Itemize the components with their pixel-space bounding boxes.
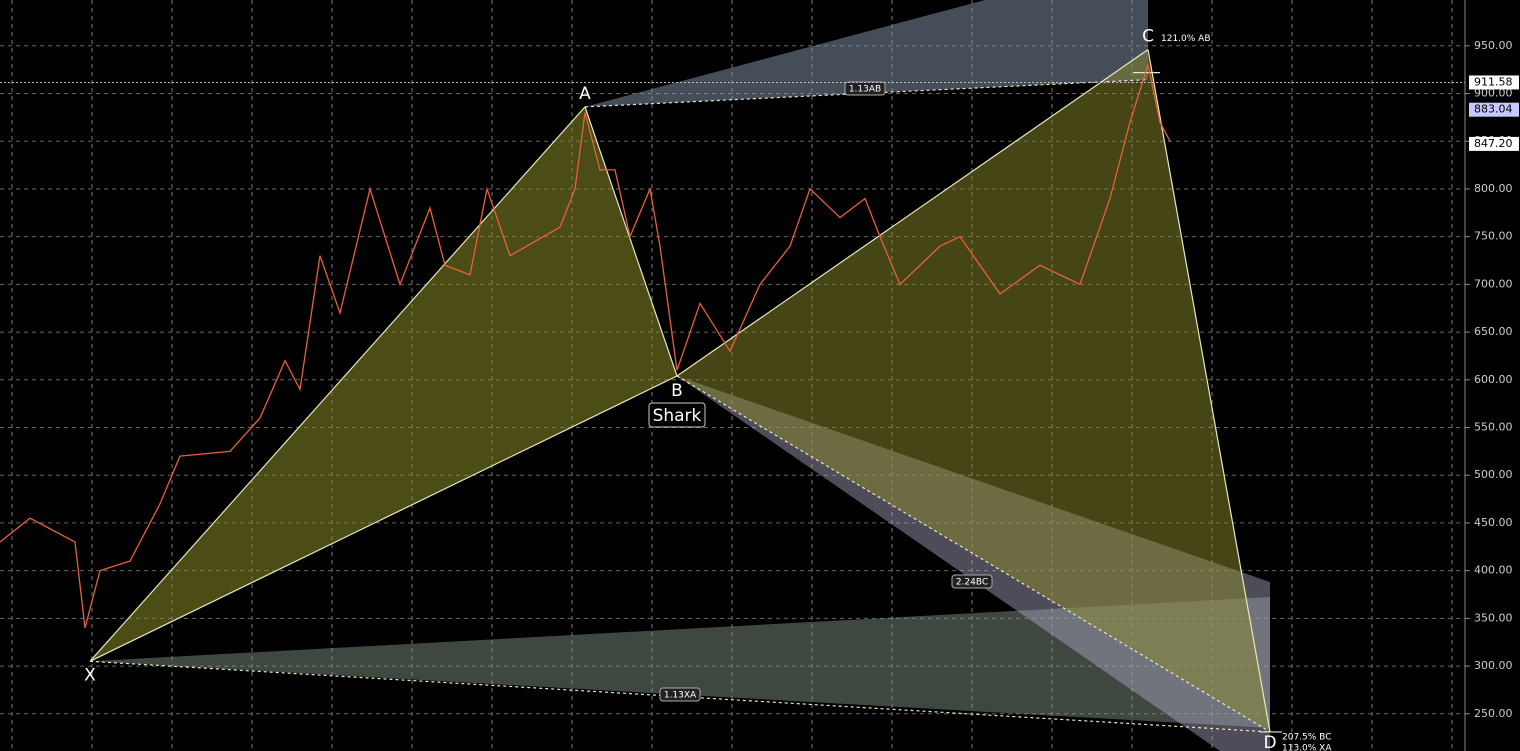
ratio-label: 121.0% AB — [1161, 34, 1211, 44]
y-tick-label: 950.00 — [1474, 39, 1513, 52]
price-line — [0, 62, 1171, 629]
ratio-label: 1.13XA — [664, 691, 697, 701]
price-axis — [1465, 0, 1520, 751]
pattern-name-box — [648, 402, 706, 428]
leg-cd — [1147, 49, 1271, 733]
y-tick-label: 350.00 — [1474, 611, 1513, 624]
ratio-bc — [676, 375, 1271, 733]
point-label: B — [671, 381, 683, 401]
y-tick-label: 900.00 — [1474, 87, 1513, 100]
ratio-box — [951, 574, 993, 589]
y-tick-label: 550.00 — [1474, 421, 1513, 434]
xa-projection — [90, 597, 1270, 728]
y-tick-label: 450.00 — [1474, 516, 1513, 529]
xab-triangle — [90, 106, 677, 662]
y-tick-label: 750.00 — [1474, 230, 1513, 243]
ratio-label: 2.24BC — [956, 578, 988, 588]
point-label: X — [84, 665, 96, 685]
ratio-xa — [89, 660, 1271, 733]
ratio-ab — [584, 79, 1149, 108]
ab-projection — [585, 0, 1148, 107]
point-label: C — [1142, 27, 1154, 47]
price-tag — [1469, 136, 1519, 151]
point-label: A — [579, 84, 591, 104]
ratio-label: 207.5% BC — [1282, 732, 1331, 742]
leg-xb — [89, 375, 678, 662]
price-tag-label: 847.20 — [1474, 137, 1513, 150]
price-tag — [1469, 102, 1519, 117]
price-tag-label: 911.58 — [1474, 75, 1513, 88]
price-tag-label: 883.04 — [1474, 103, 1513, 116]
y-tick-label: 650.00 — [1474, 325, 1513, 338]
y-tick-label: 250.00 — [1474, 707, 1513, 720]
y-tick-label: 700.00 — [1474, 277, 1513, 290]
pattern-name: Shark — [653, 406, 702, 426]
bcd-triangle — [677, 49, 1270, 732]
ratio-label: 113.0% XA — [1282, 743, 1332, 751]
point-label: D — [1263, 733, 1276, 751]
ratio-box — [659, 687, 701, 702]
bc-projection — [677, 375, 1270, 751]
y-tick-label: 500.00 — [1474, 468, 1513, 481]
y-tick-label: 300.00 — [1474, 659, 1513, 672]
leg-xa — [89, 106, 586, 662]
price-tag — [1469, 75, 1519, 90]
leg-bc — [676, 49, 1149, 377]
leg-ab — [584, 106, 678, 377]
y-tick-label: 600.00 — [1474, 373, 1513, 386]
y-tick-label: 800.00 — [1474, 182, 1513, 195]
y-tick-label: 400.00 — [1474, 564, 1513, 577]
ratio-label: 1.13AB — [849, 85, 881, 95]
